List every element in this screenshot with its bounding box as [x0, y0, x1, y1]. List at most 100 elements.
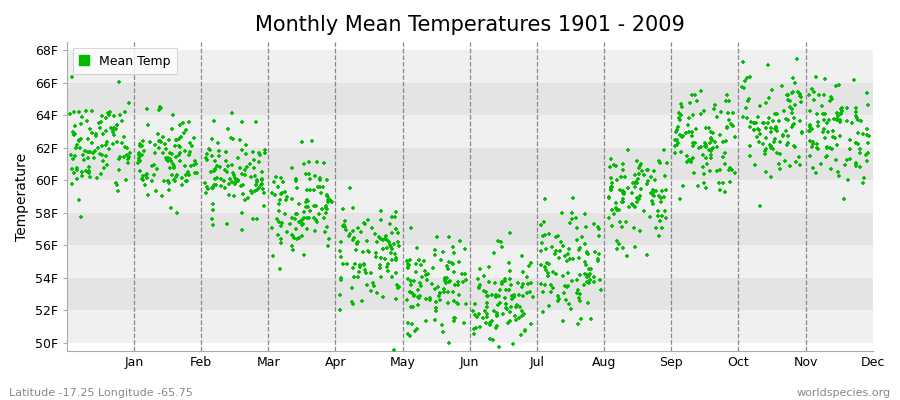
Point	[466, 308, 481, 314]
Point	[140, 122, 155, 129]
Point	[735, 84, 750, 90]
Point	[683, 100, 698, 107]
Point	[682, 156, 697, 163]
Point	[491, 293, 506, 299]
Point	[309, 217, 323, 223]
Point	[652, 208, 666, 215]
Y-axis label: Temperature: Temperature	[15, 152, 29, 241]
Point	[384, 274, 399, 280]
Point	[448, 315, 463, 322]
Point	[546, 285, 561, 291]
Point	[233, 165, 248, 171]
Point	[853, 146, 868, 152]
Point	[208, 167, 222, 173]
Point	[544, 282, 559, 288]
Point	[698, 154, 713, 161]
Point	[106, 141, 121, 147]
Point	[519, 290, 534, 296]
Point	[336, 206, 350, 212]
Point	[654, 188, 669, 194]
Point	[552, 296, 566, 302]
Point	[166, 161, 180, 167]
Point	[568, 214, 582, 221]
Point	[400, 331, 415, 338]
Point	[367, 230, 382, 237]
Point	[795, 130, 809, 136]
Point	[207, 176, 221, 182]
Point	[788, 144, 803, 150]
Point	[508, 313, 522, 319]
Point	[153, 104, 167, 111]
Point	[571, 286, 585, 293]
Point	[573, 271, 588, 278]
Point	[809, 145, 824, 152]
Point	[374, 208, 388, 214]
Point	[540, 260, 554, 266]
Point	[275, 179, 290, 186]
Point	[759, 100, 773, 106]
Point	[349, 247, 364, 253]
Point	[516, 269, 530, 275]
Point	[255, 180, 269, 187]
Point	[803, 153, 817, 160]
Point	[430, 284, 445, 290]
Point	[205, 153, 220, 159]
Point	[764, 174, 778, 180]
Point	[575, 234, 590, 240]
Point	[279, 229, 293, 235]
Point	[266, 179, 281, 185]
Point	[147, 171, 161, 178]
Point	[747, 161, 761, 168]
Point	[722, 117, 736, 123]
Point	[816, 92, 831, 98]
Point	[505, 292, 519, 299]
Point	[653, 159, 668, 166]
Point	[680, 159, 695, 165]
Point	[719, 98, 733, 104]
Point	[861, 150, 876, 156]
Point	[168, 174, 183, 180]
Point	[297, 209, 311, 216]
Point	[202, 146, 216, 152]
Point	[500, 300, 514, 307]
Point	[704, 148, 718, 154]
Point	[381, 268, 395, 274]
Point	[434, 257, 448, 264]
Point	[490, 323, 504, 329]
Point	[835, 108, 850, 114]
Point	[389, 296, 403, 302]
Point	[274, 175, 288, 181]
Point	[645, 200, 660, 207]
Point	[112, 156, 126, 162]
Point	[616, 244, 630, 251]
Point	[135, 152, 149, 158]
Point	[170, 137, 184, 143]
Point	[490, 313, 504, 319]
Point	[816, 116, 831, 123]
Point	[357, 260, 372, 267]
Point	[229, 179, 243, 185]
Point	[859, 152, 873, 158]
Point	[578, 241, 592, 247]
Point	[121, 151, 135, 158]
Point	[364, 270, 379, 276]
Point	[392, 285, 406, 292]
Point	[235, 227, 249, 233]
Point	[351, 239, 365, 245]
Point	[480, 310, 494, 317]
Point	[145, 178, 159, 184]
Point	[346, 236, 360, 243]
Point	[391, 282, 405, 288]
Point	[418, 296, 433, 302]
Point	[472, 285, 487, 291]
Point	[120, 144, 134, 151]
Point	[110, 122, 124, 128]
Point	[109, 125, 123, 132]
Point	[205, 206, 220, 213]
Point	[626, 225, 641, 232]
Point	[787, 122, 801, 128]
Point	[788, 80, 802, 86]
Point	[446, 244, 460, 250]
Point	[241, 195, 256, 201]
Point	[761, 119, 776, 126]
